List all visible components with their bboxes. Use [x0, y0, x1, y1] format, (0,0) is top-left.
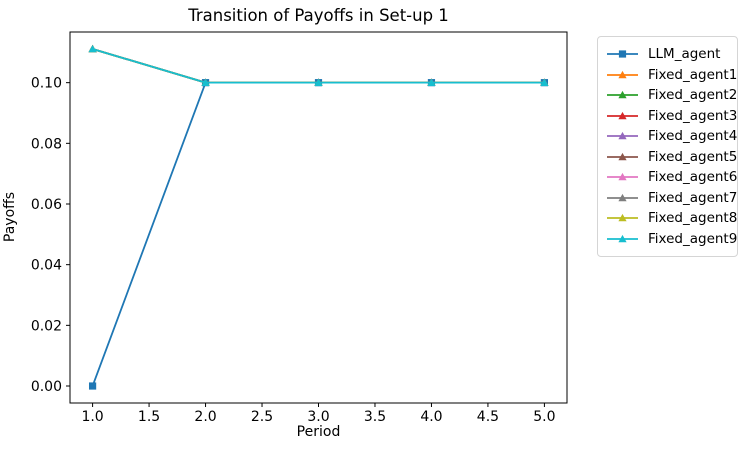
data-point-marker	[88, 382, 97, 390]
legend-item-Fixed_agent6: Fixed_agent6	[606, 167, 737, 188]
y-tick-label: 0.04	[31, 258, 62, 274]
axes-frame	[69, 31, 568, 404]
legend-item-Fixed_agent5: Fixed_agent5	[606, 147, 737, 168]
legend-triangle-marker-icon	[607, 193, 638, 202]
plot-line-Fixed_agent6	[91, 48, 546, 84]
x-tick-label: 3.5	[364, 409, 386, 425]
y-tick-label: 0.10	[31, 76, 62, 92]
data-point-marker	[314, 78, 323, 86]
x-tick-label: 1.0	[81, 409, 103, 425]
data-point-marker	[618, 152, 627, 161]
data-point-marker	[427, 78, 436, 86]
x-tick-label: 4.5	[477, 409, 499, 425]
legend-item-Fixed_agent1: Fixed_agent1	[606, 65, 737, 86]
x-tick-label: 2.0	[194, 409, 216, 425]
x-tick-label: 3.0	[307, 409, 329, 425]
y-tick-label: 0.08	[31, 136, 62, 152]
legend-triangle-marker-icon	[607, 70, 638, 79]
legend-item-Fixed_agent3: Fixed_agent3	[606, 106, 737, 127]
y-tick-label: 0.06	[31, 197, 62, 213]
x-tick-label: 4.0	[420, 409, 442, 425]
legend-triangle-marker-icon	[607, 152, 638, 161]
x-axis-label: Period	[296, 424, 341, 440]
plot-line-Fixed_agent5	[91, 48, 546, 84]
legend: LLM_agent Fixed_agent1 Fixed_agent2 Fixed_a…	[597, 36, 738, 257]
legend-item-Fixed_agent2: Fixed_agent2	[606, 85, 737, 106]
legend-item-Fixed_agent8: Fixed_agent8	[606, 208, 737, 229]
y-tick-label: 0.02	[31, 318, 62, 334]
legend-triangle-marker-icon	[607, 173, 638, 181]
x-tick-label: 1.5	[138, 409, 160, 425]
legend-triangle-marker-icon	[607, 132, 638, 140]
legend-label: Fixed_agent4	[648, 128, 738, 145]
legend-triangle-marker-icon	[607, 111, 638, 120]
plot-line-LLM_agent	[91, 81, 546, 387]
legend-label: Fixed_agent3	[648, 107, 738, 124]
plot-line-Fixed_agent4	[91, 48, 546, 84]
legend-triangle-marker-icon	[607, 91, 638, 99]
legend-triangle-marker-icon	[607, 214, 638, 222]
data-point-marker	[618, 234, 627, 243]
y-axis-label: Payoffs	[2, 191, 18, 243]
data-point-marker	[540, 78, 549, 86]
data-point-marker	[88, 44, 97, 53]
data-point-marker	[201, 78, 210, 86]
legend-label: Fixed_agent1	[648, 66, 738, 83]
data-point-marker	[618, 193, 627, 202]
legend-label: Fixed_agent5	[648, 148, 738, 165]
legend-label: Fixed_agent8	[648, 210, 738, 227]
chart-title: Transition of Payoffs in Set-up 1	[188, 6, 449, 25]
legend-square-marker-icon	[607, 50, 638, 58]
data-point-marker	[618, 91, 627, 99]
legend-triangle-marker-icon	[607, 234, 638, 243]
legend-item-LLM_agent: LLM_agent	[606, 44, 729, 65]
plot-line-Fixed_agent1	[91, 48, 546, 84]
x-tick-label: 2.5	[251, 409, 273, 425]
legend-item-Fixed_agent7: Fixed_agent7	[606, 188, 737, 209]
x-tick-label: 5.0	[533, 409, 555, 425]
data-point-marker	[618, 132, 627, 140]
plot-line-Fixed_agent3	[91, 48, 546, 84]
legend-item-Fixed_agent4: Fixed_agent4	[606, 126, 737, 147]
legend-label: Fixed_agent7	[648, 189, 738, 206]
data-point-marker	[618, 70, 627, 79]
plot-line-Fixed_agent2	[91, 48, 546, 84]
y-tick-label: 0.00	[31, 379, 62, 395]
legend-label: Fixed_agent6	[648, 169, 738, 186]
data-point-marker	[618, 214, 627, 222]
plot-line-Fixed_agent8	[91, 48, 546, 84]
data-point-marker	[618, 173, 627, 181]
data-point-marker	[618, 111, 627, 120]
legend-item-Fixed_agent9: Fixed_agent9	[606, 229, 737, 250]
legend-label: Fixed_agent2	[648, 87, 738, 104]
data-point-marker	[618, 50, 627, 58]
plot-line-Fixed_agent7	[91, 48, 546, 84]
legend-label: LLM_agent	[648, 46, 721, 63]
legend-label: Fixed_agent9	[648, 230, 738, 247]
plot-line-Fixed_agent9	[91, 48, 546, 84]
